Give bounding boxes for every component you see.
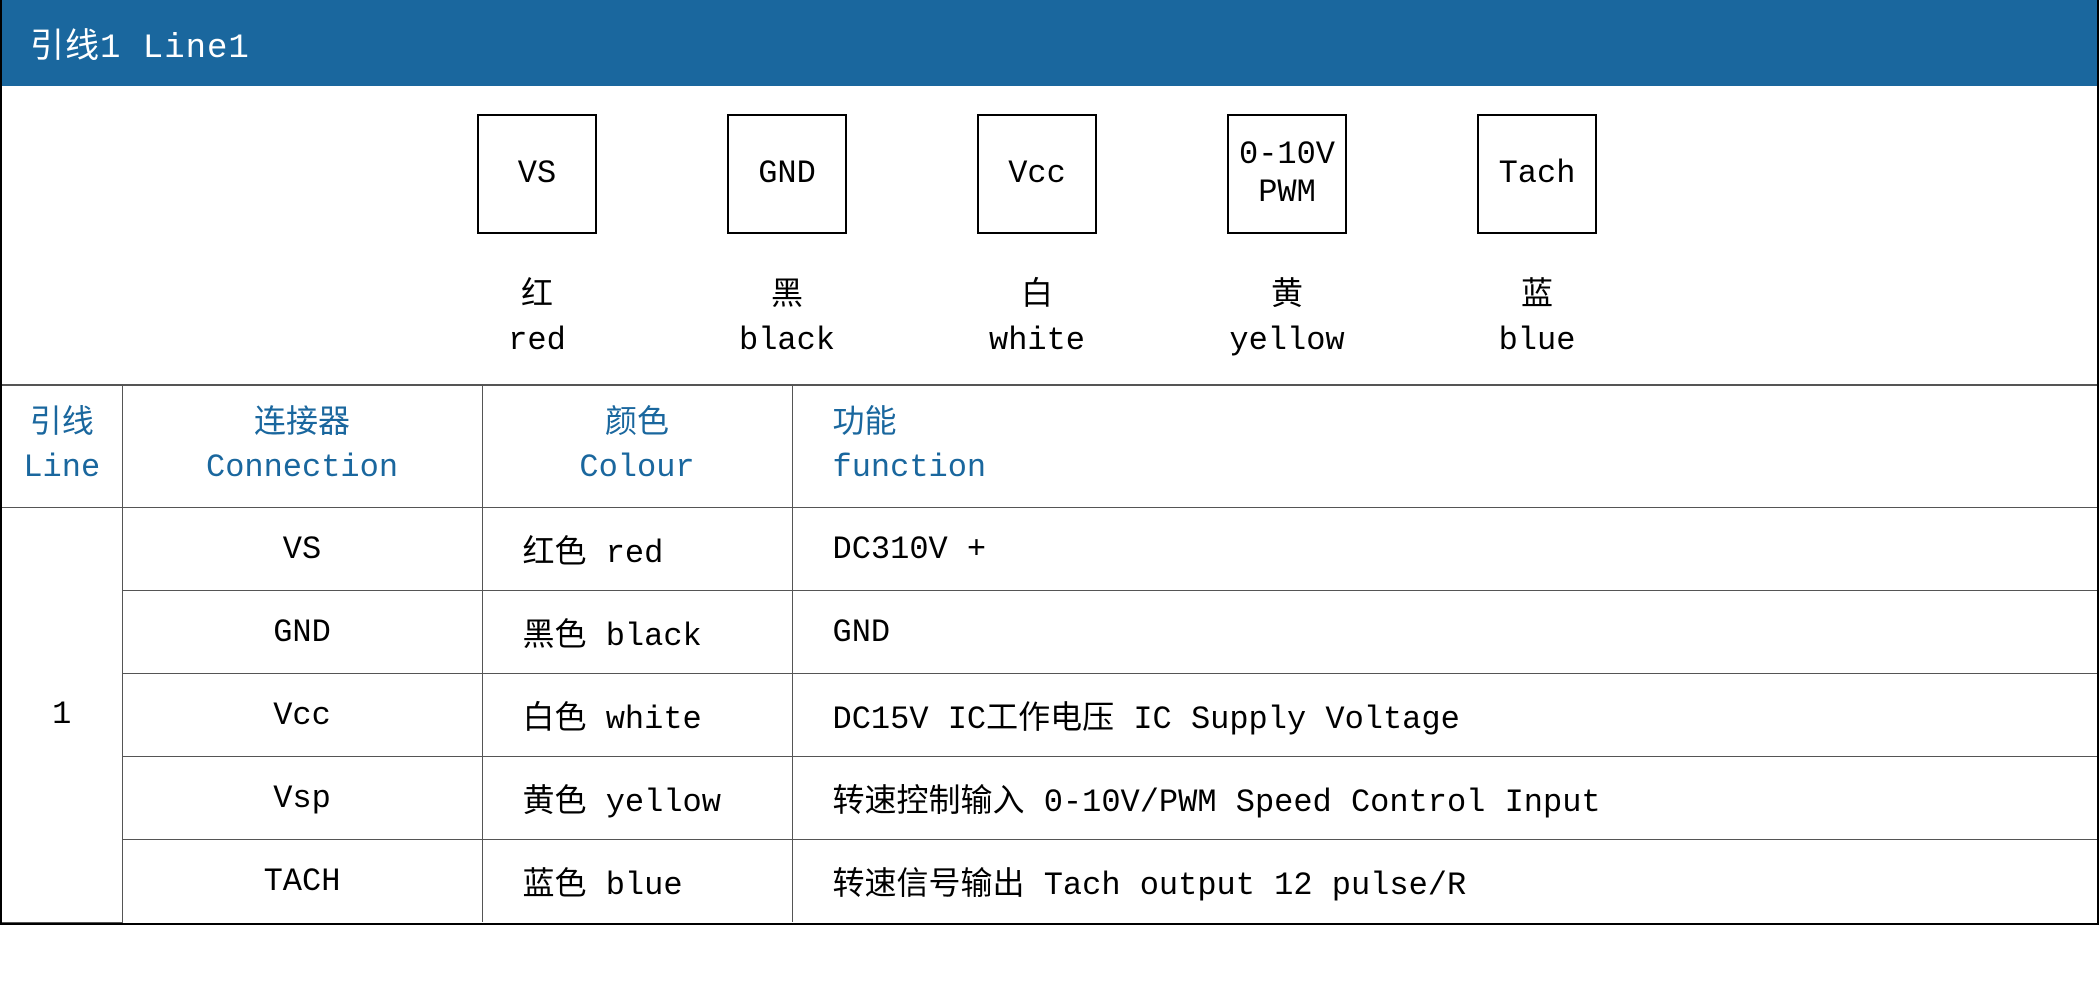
pin-vcc: Vcc 白 white [972,114,1102,364]
pin-label-cn: 红 [521,277,553,314]
pin-label-en: blue [1499,322,1576,359]
pin-box: Vcc [977,114,1097,234]
th-line-cn: 引线 [30,405,94,442]
cell-colour: 黄色 yellow [482,757,792,840]
pin-label: 红 red [508,274,566,364]
pin-box: Tach [1477,114,1597,234]
pin-box: 0-10V PWM [1227,114,1347,234]
pin-box-line1: VS [518,155,556,193]
panel-title: 引线1 Line1 [30,30,250,68]
cell-connection: Vcc [122,674,482,757]
pin-label-cn: 黄 [1271,277,1303,314]
pin-box-line1: Vcc [1008,155,1066,193]
pin-label: 蓝 blue [1499,274,1576,364]
pin-label-cn: 黑 [771,277,803,314]
th-connection: 连接器 Connection [122,386,482,508]
pin-label: 黑 black [739,274,835,364]
pin-box-line1: GND [758,155,816,193]
pin-label-cn: 白 [1021,277,1053,314]
cell-connection: TACH [122,840,482,923]
wire-table: 引线 Line 连接器 Connection 颜色 Colour 功能 func… [2,386,2097,923]
cell-function: 转速信号输出 Tach output 12 pulse/R [792,840,2097,923]
cell-connection: Vsp [122,757,482,840]
cell-function: DC310V + [792,508,2097,591]
panel-header: 引线1 Line1 [2,0,2097,86]
table-row: Vcc 白色 white DC15V IC工作电压 IC Supply Volt… [2,674,2097,757]
pin-group: VS 红 red GND 黑 black Vcc [472,114,1602,364]
pin-box-line1: Tach [1499,155,1576,193]
th-conn-cn: 连接器 [254,405,350,442]
cell-connection: VS [122,508,482,591]
cell-line-number: 1 [2,508,122,923]
th-func-cn: 功能 [833,405,897,442]
pin-label-en: black [739,322,835,359]
pin-label-en: red [508,322,566,359]
pin-gnd: GND 黑 black [722,114,852,364]
pin-box: GND [727,114,847,234]
cell-colour: 黑色 black [482,591,792,674]
th-line: 引线 Line [2,386,122,508]
pin-pwm: 0-10V PWM 黄 yellow [1222,114,1352,364]
cell-colour: 白色 white [482,674,792,757]
pin-label-cn: 蓝 [1521,277,1553,314]
wiring-spec-panel: 引线1 Line1 VS 红 red GND 黑 black [0,0,2099,925]
pin-label: 白 white [989,274,1085,364]
th-function: 功能 function [792,386,2097,508]
pin-label-en: white [989,322,1085,359]
table-header-row: 引线 Line 连接器 Connection 颜色 Colour 功能 func… [2,386,2097,508]
pin-label: 黄 yellow [1229,274,1344,364]
th-func-en: function [833,449,987,486]
pin-tach: Tach 蓝 blue [1472,114,1602,364]
pin-box-line1: 0-10V [1239,136,1335,174]
th-conn-en: Connection [206,449,398,486]
cell-colour: 蓝色 blue [482,840,792,923]
th-color-en: Colour [579,449,694,486]
table-row: TACH 蓝色 blue 转速信号输出 Tach output 12 pulse… [2,840,2097,923]
th-color-cn: 颜色 [605,405,669,442]
pin-vs: VS 红 red [472,114,602,364]
pin-diagram-row: VS 红 red GND 黑 black Vcc [2,86,2097,386]
th-colour: 颜色 Colour [482,386,792,508]
th-line-en: Line [23,449,100,486]
cell-colour: 红色 red [482,508,792,591]
pin-box-line2: PWM [1258,174,1316,212]
cell-function: GND [792,591,2097,674]
cell-function: 转速控制输入 0-10V/PWM Speed Control Input [792,757,2097,840]
cell-connection: GND [122,591,482,674]
table-row: 1 VS 红色 red DC310V + [2,508,2097,591]
cell-function: DC15V IC工作电压 IC Supply Voltage [792,674,2097,757]
pin-label-en: yellow [1229,322,1344,359]
table-row: GND 黑色 black GND [2,591,2097,674]
pin-box: VS [477,114,597,234]
table-row: Vsp 黄色 yellow 转速控制输入 0-10V/PWM Speed Con… [2,757,2097,840]
